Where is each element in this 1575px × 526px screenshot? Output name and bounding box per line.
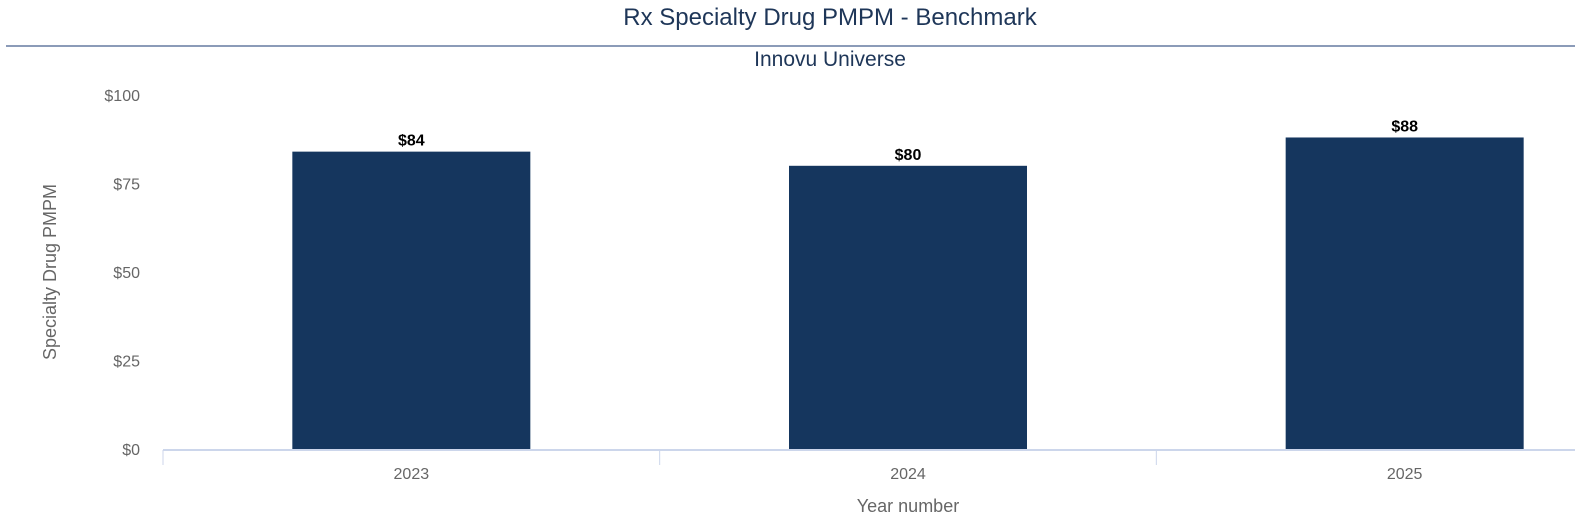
y-axis-title: Specialty Drug PMPM [40, 184, 60, 360]
x-tick-label: 2023 [394, 466, 430, 483]
bar-series: $84 $80 $88 [292, 118, 1524, 450]
y-tick-label: $50 [113, 265, 140, 282]
data-label: $84 [398, 133, 425, 150]
data-label: $80 [895, 147, 922, 164]
y-tick-label: $75 [113, 177, 140, 194]
chart-title: Rx Specialty Drug PMPM - Benchmark [623, 4, 1037, 31]
bar-2024[interactable] [789, 165, 1027, 450]
x-tick-label: 2024 [890, 466, 926, 483]
data-label: $88 [1391, 118, 1418, 135]
chart-subtitle: Innovu Universe [754, 48, 906, 71]
y-tick-label: $0 [122, 442, 140, 459]
x-tick-label: 2025 [1387, 466, 1423, 483]
bar-2023[interactable] [292, 151, 531, 449]
y-axis: $0 $25 $50 $75 $100 [104, 88, 140, 459]
x-axis-title: Year number [857, 496, 959, 516]
x-axis: 2023 2024 2025 [162, 449, 1575, 483]
bar-2025[interactable] [1285, 137, 1524, 450]
y-tick-label: $25 [113, 354, 140, 371]
y-tick-label: $100 [104, 88, 140, 105]
title-divider [6, 45, 1575, 47]
